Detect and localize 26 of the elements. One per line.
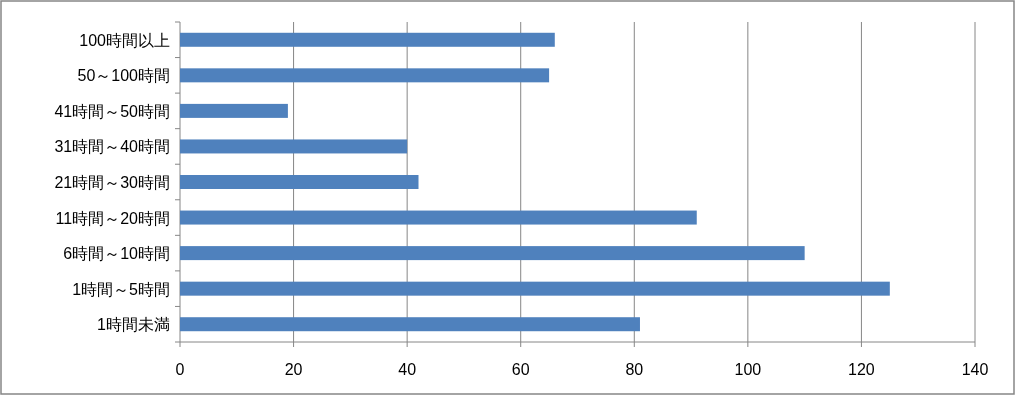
bar [180, 139, 408, 154]
bar [180, 175, 419, 189]
y-tick-label: 6時間～10時間 [63, 245, 170, 263]
y-tick-label: 31時間～40時間 [54, 138, 170, 156]
x-tick-label: 40 [398, 361, 417, 378]
bar [180, 317, 640, 332]
bar [180, 281, 890, 296]
bar [180, 103, 288, 118]
y-tick-label: 100時間以上 [79, 31, 170, 49]
x-tick-label: 0 [175, 361, 185, 378]
x-tick-label: 140 [961, 361, 989, 378]
y-tick-label: 1時間～5時間 [72, 280, 170, 298]
x-tick-label: 80 [625, 361, 644, 378]
y-tick-label: 21時間～30時間 [54, 174, 170, 191]
y-tick-label: 50～100時間 [77, 67, 170, 85]
bar [180, 68, 550, 83]
x-tick-label: 20 [284, 361, 303, 378]
x-tick-label: 120 [848, 361, 875, 378]
bar [180, 210, 697, 225]
y-tick-label: 41時間～50時間 [54, 102, 170, 120]
y-tick-label: 1時間未満 [97, 316, 170, 334]
x-tick-label: 60 [511, 361, 530, 378]
y-tick-label: 11時間～20時間 [55, 209, 170, 227]
bar [180, 32, 555, 47]
x-tick-label: 100 [734, 361, 762, 378]
bar [180, 246, 805, 261]
